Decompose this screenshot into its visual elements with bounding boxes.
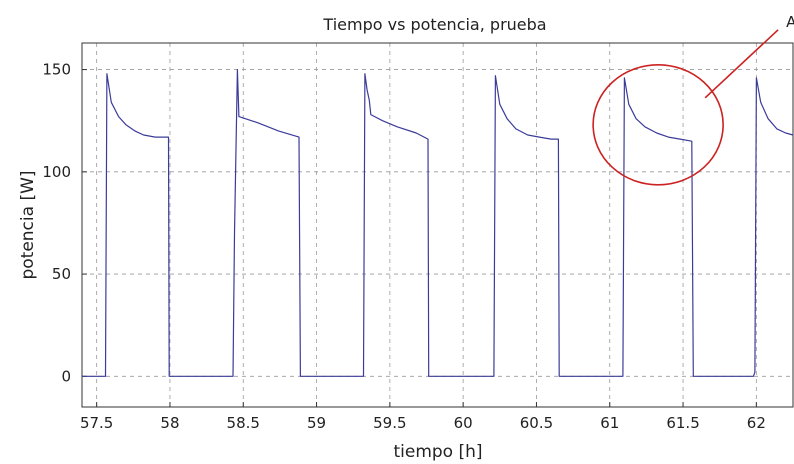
series-line: [82, 68, 794, 377]
y-tick-label: 150: [42, 61, 71, 79]
annotation-leader-line: [704, 29, 779, 99]
x-tick-label: 62: [747, 414, 766, 432]
annotation-label: A: [786, 13, 794, 31]
grid: [82, 43, 793, 407]
y-tick-label: 0: [61, 367, 71, 385]
x-tick-label: 58: [160, 414, 179, 432]
x-tick-label: 60.5: [520, 414, 553, 432]
chart-title: Tiempo vs potencia, prueba: [322, 15, 546, 34]
y-axis-label: potencia [W]: [18, 170, 38, 279]
y-tick-label: 100: [42, 163, 71, 181]
annotation-circle: [592, 63, 724, 186]
y-tick-label: 50: [52, 265, 71, 283]
x-tick-label: 61.5: [666, 414, 699, 432]
x-tick-label: 61: [600, 414, 619, 432]
annotation-layer: A: [592, 13, 794, 186]
x-tick-label: 59.5: [373, 414, 406, 432]
x-tick-label: 59: [307, 414, 326, 432]
x-tick-label: 57.5: [80, 414, 113, 432]
x-tick-label: 58.5: [227, 414, 260, 432]
axis-ticks: 57.5 58 58.5 59 59.5 60 60.5 61 61.5 62 0 50 100 150: [42, 61, 766, 432]
x-tick-label: 60: [454, 414, 473, 432]
x-axis-label: tiempo [h]: [393, 442, 482, 462]
series-layer: [82, 68, 794, 377]
plot-frame: [81, 42, 794, 408]
